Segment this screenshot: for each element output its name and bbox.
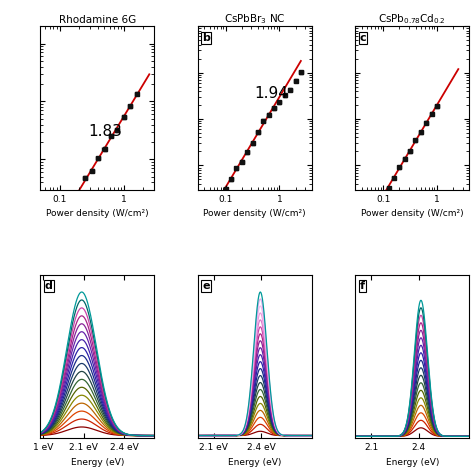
X-axis label: Energy (eV): Energy (eV) (71, 458, 124, 467)
X-axis label: Energy (eV): Energy (eV) (228, 458, 282, 467)
Text: e: e (202, 282, 210, 292)
X-axis label: Power density (W/cm²): Power density (W/cm²) (46, 209, 149, 218)
Title: CsPbBr$_3$ NC: CsPbBr$_3$ NC (224, 12, 286, 26)
Text: 1.94: 1.94 (255, 86, 289, 101)
X-axis label: Power density (W/cm²): Power density (W/cm²) (203, 209, 306, 218)
Text: 1.83: 1.83 (88, 124, 122, 139)
X-axis label: Power density (W/cm²): Power density (W/cm²) (361, 209, 464, 218)
Text: b: b (202, 33, 210, 43)
Text: d: d (45, 282, 53, 292)
X-axis label: Energy (eV): Energy (eV) (385, 458, 439, 467)
Text: f: f (360, 282, 365, 292)
Text: c: c (360, 33, 366, 43)
Title: CsPb$_{0.78}$Cd$_{0.2}$: CsPb$_{0.78}$Cd$_{0.2}$ (378, 12, 446, 26)
Title: Rhodamine 6G: Rhodamine 6G (59, 15, 136, 25)
